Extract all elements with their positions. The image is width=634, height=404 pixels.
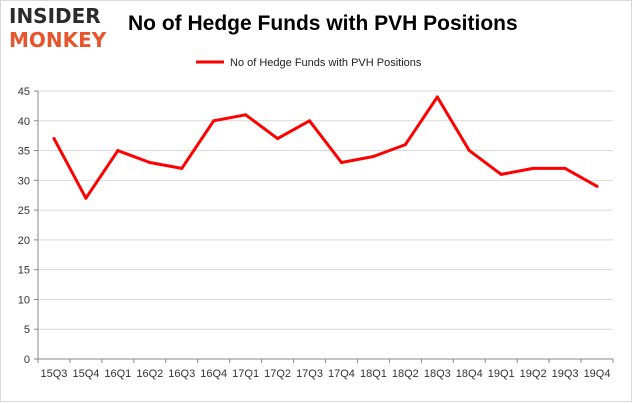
y-tick-label: 30 xyxy=(18,175,30,187)
insider-monkey-logo: INSIDER MONKEY xyxy=(9,6,119,54)
x-tick-label: 16Q3 xyxy=(168,368,195,380)
data-point xyxy=(212,119,216,123)
x-tick-label: 17Q4 xyxy=(328,368,355,380)
y-tick-label: 35 xyxy=(18,146,30,158)
x-tick-label: 17Q1 xyxy=(232,368,259,380)
legend-label: No of Hedge Funds with PVH Positions xyxy=(230,57,422,69)
data-point xyxy=(52,137,56,141)
x-tick-label: 19Q2 xyxy=(520,368,547,380)
x-tick-label: 16Q1 xyxy=(104,368,131,380)
data-point xyxy=(595,184,599,188)
data-point xyxy=(403,143,407,147)
series-group xyxy=(52,95,599,200)
y-tick-label: 5 xyxy=(24,324,30,336)
x-tick-label: 16Q2 xyxy=(136,368,163,380)
y-tick-label: 25 xyxy=(18,205,30,217)
logo-line-2: MONKEY xyxy=(9,28,107,52)
y-tick-label: 40 xyxy=(18,116,30,128)
y-tick-label: 10 xyxy=(18,294,30,306)
y-axis-ticks: 0 5 10 15 20 25 30 35 40 45 xyxy=(18,86,38,366)
x-tick-label: 19Q4 xyxy=(584,368,611,380)
logo-line-1: INSIDER xyxy=(9,4,101,28)
x-tick-label: 15Q4 xyxy=(72,368,99,380)
data-point xyxy=(308,119,312,123)
x-axis-ticks: 15Q3 15Q4 16Q1 16Q2 16Q3 16Q4 17Q1 17Q2 17Q3 17Q4… xyxy=(37,359,614,380)
chart-title: No of Hedge Funds with PVH Positions xyxy=(128,12,518,35)
data-point xyxy=(563,166,567,170)
legend: No of Hedge Funds with PVH Positions xyxy=(196,57,422,69)
data-point xyxy=(499,172,503,176)
axes xyxy=(37,91,613,360)
x-tick-label: 15Q3 xyxy=(41,368,68,380)
data-point xyxy=(339,160,343,164)
data-point xyxy=(371,155,375,159)
data-point xyxy=(435,95,439,99)
y-tick-label: 0 xyxy=(24,354,30,366)
y-tick-label: 45 xyxy=(18,86,30,98)
data-point xyxy=(180,166,184,170)
data-point xyxy=(244,113,248,117)
x-tick-label: 19Q3 xyxy=(552,368,579,380)
x-tick-label: 17Q3 xyxy=(296,368,323,380)
data-point xyxy=(148,160,152,164)
data-point xyxy=(467,149,471,153)
data-point xyxy=(531,166,535,170)
x-tick-label: 18Q2 xyxy=(392,368,419,380)
y-tick-label: 15 xyxy=(18,265,30,277)
grid-lines xyxy=(38,90,613,330)
y-tick-label: 20 xyxy=(18,235,30,247)
series-line-0 xyxy=(52,95,599,200)
x-tick-label: 16Q4 xyxy=(200,368,227,380)
data-point xyxy=(84,196,88,200)
x-tick-label: 19Q1 xyxy=(488,368,515,380)
data-point xyxy=(116,149,120,153)
data-point xyxy=(276,137,280,141)
x-tick-label: 18Q3 xyxy=(424,368,451,380)
x-tick-label: 17Q2 xyxy=(264,368,291,380)
x-tick-label: 18Q1 xyxy=(360,368,387,380)
x-tick-label: 18Q4 xyxy=(456,368,483,380)
